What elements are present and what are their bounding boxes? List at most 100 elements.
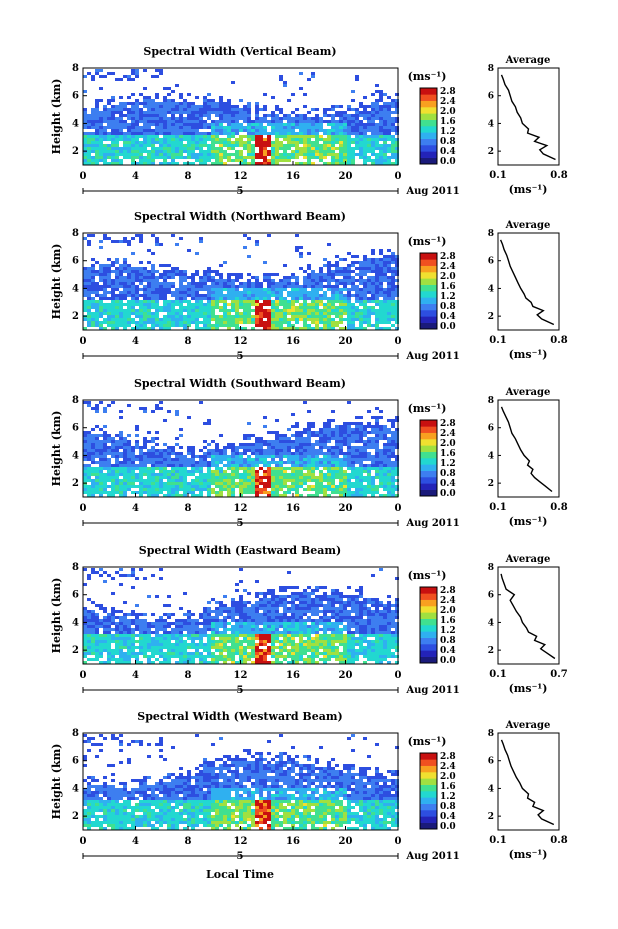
- heatmap-cell: [383, 306, 387, 309]
- heatmap-cell: [155, 306, 159, 309]
- heatmap-cell: [383, 655, 387, 658]
- heatmap-cell: [143, 111, 147, 114]
- heatmap-cell: [103, 159, 107, 162]
- heatmap-cell: [315, 485, 319, 488]
- heatmap-cell: [279, 282, 283, 285]
- heatmap-cell: [391, 291, 395, 294]
- heatmap-cell: [267, 300, 271, 303]
- heatmap-cell: [319, 485, 323, 488]
- heatmap-cell: [263, 156, 267, 159]
- heatmap-cell: [315, 431, 319, 434]
- heatmap-cell: [163, 494, 167, 497]
- average-y-tick-label: 2: [488, 479, 494, 489]
- heatmap-cell: [147, 108, 151, 111]
- heatmap-cell: [375, 126, 379, 129]
- heatmap-cell: [307, 661, 311, 664]
- heatmap-cell: [207, 652, 211, 655]
- heatmap-cell: [135, 303, 139, 306]
- heatmap-cell: [123, 494, 127, 497]
- heatmap-cell: [111, 99, 115, 102]
- heatmap-cell: [247, 288, 251, 291]
- heatmap-cell: [223, 261, 227, 264]
- heatmap-cell: [251, 291, 255, 294]
- heatmap-cell: [283, 449, 287, 452]
- heatmap-cell: [87, 294, 91, 297]
- heatmap-cell: [291, 126, 295, 129]
- heatmap-cell: [139, 294, 143, 297]
- heatmap-cell: [355, 312, 359, 315]
- average-frame: [497, 232, 560, 331]
- heatmap-cell: [223, 156, 227, 159]
- colorbar-tick-label: 0.0: [440, 322, 456, 332]
- heatmap-cell: [135, 117, 139, 120]
- heatmap-cell: [371, 431, 375, 434]
- heatmap-cell: [299, 123, 303, 126]
- average-y-tick-label: 4: [488, 119, 494, 129]
- heatmap-cell: [135, 72, 139, 75]
- heatmap-cell: [139, 407, 143, 410]
- heatmap-cell: [315, 455, 319, 458]
- heatmap-cell: [95, 455, 99, 458]
- heatmap-cell: [235, 470, 239, 473]
- heatmap-cell: [287, 147, 291, 150]
- heatmap-cell: [359, 422, 363, 425]
- heatmap-cell: [175, 102, 179, 105]
- heatmap-cell: [387, 455, 391, 458]
- heatmap-cell: [119, 464, 123, 467]
- heatmap-cell: [223, 111, 227, 114]
- heatmap-cell: [311, 129, 315, 132]
- average-y-tick-label: 8: [488, 396, 494, 406]
- heatmap-cell: [311, 156, 315, 159]
- heatmap-cell: [279, 126, 283, 129]
- heatmap-cell: [343, 159, 347, 162]
- heatmap-cell: [215, 291, 219, 294]
- heatmap-cell: [95, 132, 99, 135]
- heatmap-cell: [111, 105, 115, 108]
- heatmap-cell: [143, 446, 147, 449]
- average-units: (ms⁻¹): [509, 348, 548, 361]
- heatmap-cell: [351, 321, 355, 324]
- heatmap-cell: [395, 138, 399, 141]
- heatmap-cell: [295, 126, 299, 129]
- heatmap-cell: [327, 658, 331, 661]
- x-tick-label: 4: [132, 336, 139, 347]
- heatmap-cell: [283, 132, 287, 135]
- heatmap-cell: [387, 261, 391, 264]
- heatmap-cell: [87, 437, 91, 440]
- heatmap-cell: [175, 288, 179, 291]
- heatmap-cell: [83, 446, 87, 449]
- heatmap-cell: [227, 108, 231, 111]
- heatmap-cell: [327, 467, 331, 470]
- heatmap-cell: [279, 479, 283, 482]
- heatmap-cell: [271, 282, 275, 285]
- heatmap-cell: [295, 246, 299, 249]
- heatmap-cell: [387, 476, 391, 479]
- heatmap-cell: [151, 285, 155, 288]
- heatmap-cell: [139, 270, 143, 273]
- heatmap-cell: [367, 658, 371, 661]
- heatmap-cell: [103, 234, 107, 237]
- heatmap-cell: [139, 279, 143, 282]
- heatmap-cell: [111, 114, 115, 117]
- heatmap-cell: [139, 120, 143, 123]
- heatmap-cell: [111, 270, 115, 273]
- heatmap-cell: [123, 153, 127, 156]
- heatmap-cell: [367, 318, 371, 321]
- heatmap-cell: [307, 455, 311, 458]
- heatmap-cell: [175, 455, 179, 458]
- heatmap-cell: [383, 297, 387, 300]
- heatmap-cell: [147, 117, 151, 120]
- heatmap-cell: [171, 99, 175, 102]
- heatmap-cell: [155, 276, 159, 279]
- heatmap-cell: [243, 321, 247, 324]
- heatmap-cell: [215, 467, 219, 470]
- heatmap-cell: [379, 261, 383, 264]
- heatmap-cell: [359, 267, 363, 270]
- heatmap-cell: [111, 401, 115, 404]
- colorbar-segment: [420, 470, 437, 478]
- heatmap-cell: [199, 117, 203, 120]
- heatmap-cell: [291, 452, 295, 455]
- heatmap-cell: [211, 105, 215, 108]
- heatmap-cell: [367, 120, 371, 123]
- heatmap-cell: [363, 261, 367, 264]
